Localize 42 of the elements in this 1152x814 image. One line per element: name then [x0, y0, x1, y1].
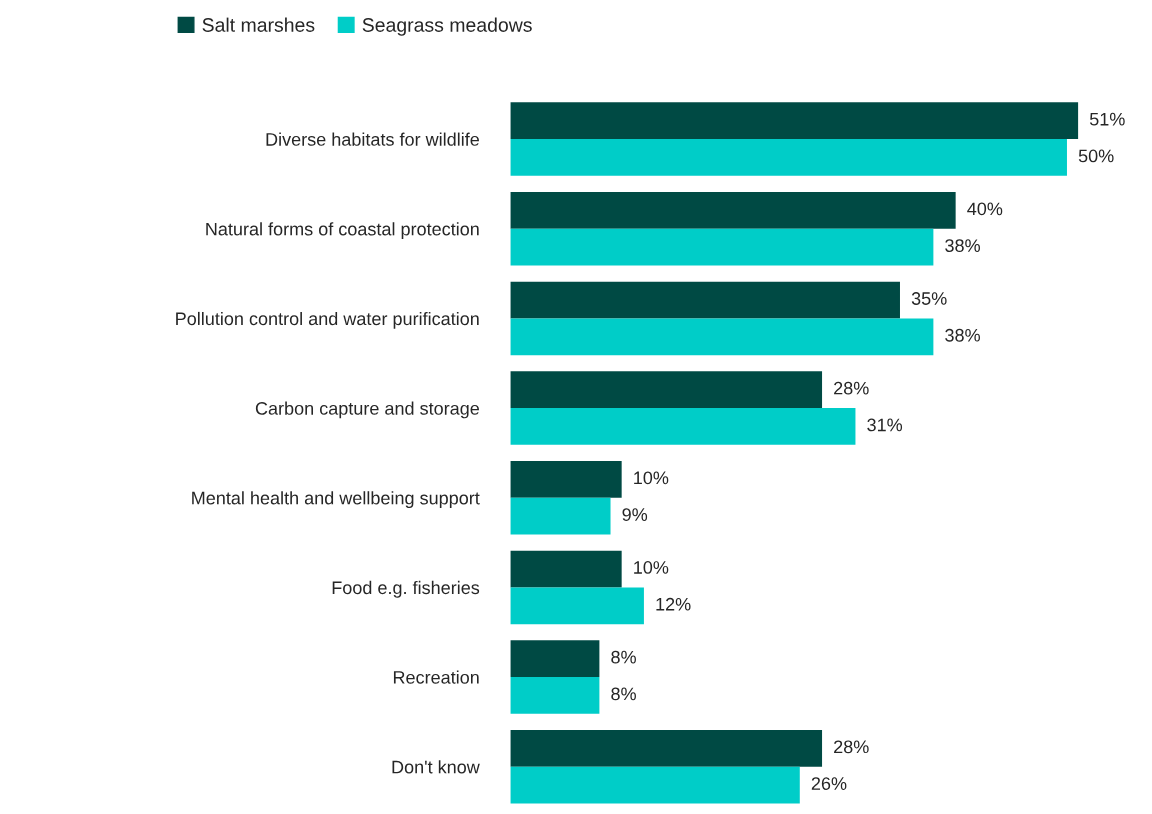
legend-label: Seagrass meadows — [362, 17, 532, 36]
data-label: 50% — [1078, 149, 1114, 163]
bar — [510, 729, 823, 767]
bar — [510, 281, 900, 319]
y-tick-label: Pollution control and water purification — [176, 311, 479, 329]
bar — [510, 192, 956, 229]
y-tick-label: Don't know — [392, 760, 480, 774]
bar — [510, 139, 1067, 176]
bar — [510, 460, 622, 498]
data-label: 12% — [656, 597, 691, 611]
data-label: 31% — [867, 418, 903, 432]
data-label: 26% — [811, 777, 847, 790]
data-label: 10% — [634, 471, 669, 485]
data-label: 38% — [945, 328, 980, 342]
bar — [510, 640, 600, 678]
bar — [510, 371, 823, 409]
data-label: 28% — [834, 740, 869, 754]
data-label: 8% — [611, 687, 636, 701]
data-label: 35% — [911, 292, 947, 305]
data-label: 28% — [834, 381, 869, 395]
bar — [510, 408, 856, 445]
data-label: 8% — [611, 650, 636, 664]
data-label: 51% — [1089, 112, 1125, 126]
bar — [510, 497, 611, 535]
bar — [510, 102, 1079, 140]
bar — [510, 587, 644, 625]
legend-label: Salt marshes — [202, 17, 315, 32]
data-label: 10% — [634, 561, 669, 574]
bar — [510, 228, 934, 266]
data-label: 38% — [945, 239, 980, 252]
bar — [510, 550, 622, 588]
y-tick-label: Recreation — [393, 670, 479, 684]
data-label: 40% — [967, 202, 1003, 216]
data-label: 9% — [622, 508, 648, 521]
bar — [510, 677, 600, 714]
y-tick-label: Mental health and wellbeing support — [192, 491, 480, 509]
y-tick-label: Diverse habitats for wildlife — [266, 132, 479, 146]
y-tick-label: Natural forms of coastal protection — [206, 222, 479, 240]
y-tick-label: Carbon capture and storage — [255, 401, 479, 419]
y-tick-label: Food e.g. fisheries — [332, 580, 480, 598]
bar — [510, 766, 800, 804]
bar — [510, 318, 934, 356]
